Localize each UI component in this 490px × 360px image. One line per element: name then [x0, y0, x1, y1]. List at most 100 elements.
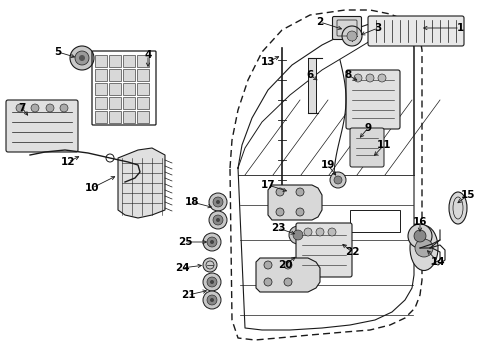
Circle shape: [210, 280, 214, 284]
Bar: [137, 55, 149, 67]
Circle shape: [16, 104, 24, 112]
Circle shape: [296, 208, 304, 216]
Bar: [109, 97, 121, 109]
Text: 12: 12: [61, 157, 75, 167]
Bar: [137, 111, 149, 123]
FancyBboxPatch shape: [368, 16, 464, 46]
Bar: [123, 97, 135, 109]
Circle shape: [209, 211, 227, 229]
Polygon shape: [268, 185, 322, 220]
Text: 4: 4: [145, 50, 152, 60]
Circle shape: [203, 233, 221, 251]
Text: 22: 22: [345, 247, 359, 257]
Text: 14: 14: [431, 257, 445, 267]
Circle shape: [75, 51, 89, 65]
Circle shape: [31, 104, 39, 112]
Bar: [350, 210, 400, 232]
Circle shape: [347, 31, 357, 41]
Text: 6: 6: [306, 70, 314, 80]
Bar: [137, 97, 149, 109]
Text: 7: 7: [18, 103, 25, 113]
Text: 16: 16: [413, 217, 427, 227]
Circle shape: [207, 295, 217, 305]
Circle shape: [213, 215, 223, 225]
Circle shape: [209, 193, 227, 211]
Circle shape: [284, 261, 292, 269]
Ellipse shape: [449, 192, 467, 224]
Text: 11: 11: [377, 140, 391, 150]
Bar: [137, 83, 149, 95]
Polygon shape: [256, 258, 320, 292]
Circle shape: [213, 197, 223, 207]
Circle shape: [415, 239, 433, 257]
Bar: [95, 111, 107, 123]
Bar: [123, 69, 135, 81]
Bar: [95, 69, 107, 81]
Circle shape: [354, 74, 362, 82]
Text: 15: 15: [461, 190, 475, 200]
Circle shape: [366, 74, 374, 82]
Text: 23: 23: [271, 223, 285, 233]
Bar: [123, 55, 135, 67]
Circle shape: [408, 224, 432, 248]
Ellipse shape: [410, 225, 438, 270]
Circle shape: [293, 230, 303, 240]
Circle shape: [342, 26, 362, 46]
Bar: [95, 97, 107, 109]
Circle shape: [378, 74, 386, 82]
Circle shape: [328, 228, 336, 236]
Circle shape: [264, 278, 272, 286]
FancyBboxPatch shape: [6, 100, 78, 152]
Circle shape: [289, 226, 307, 244]
Circle shape: [203, 291, 221, 309]
Circle shape: [316, 228, 324, 236]
Circle shape: [216, 200, 220, 204]
Text: 8: 8: [344, 70, 352, 80]
FancyBboxPatch shape: [296, 223, 352, 277]
FancyBboxPatch shape: [346, 70, 400, 129]
Text: 20: 20: [278, 260, 292, 270]
Circle shape: [330, 172, 346, 188]
Circle shape: [79, 55, 85, 61]
Bar: [109, 55, 121, 67]
Bar: [123, 83, 135, 95]
Text: 5: 5: [54, 47, 62, 57]
Circle shape: [70, 46, 94, 70]
Text: 19: 19: [321, 160, 335, 170]
Text: 9: 9: [365, 123, 371, 133]
Circle shape: [207, 277, 217, 287]
Bar: [109, 69, 121, 81]
Circle shape: [46, 104, 54, 112]
Polygon shape: [118, 148, 165, 218]
Text: 25: 25: [178, 237, 192, 247]
Bar: [137, 69, 149, 81]
Text: 3: 3: [374, 23, 382, 33]
Text: 2: 2: [317, 17, 323, 27]
Text: 10: 10: [85, 183, 99, 193]
Text: 17: 17: [261, 180, 275, 190]
Circle shape: [60, 104, 68, 112]
Text: 24: 24: [175, 263, 189, 273]
Circle shape: [210, 298, 214, 302]
Circle shape: [414, 230, 426, 242]
Circle shape: [203, 273, 221, 291]
Bar: [95, 55, 107, 67]
Circle shape: [284, 278, 292, 286]
Circle shape: [296, 188, 304, 196]
Circle shape: [216, 218, 220, 222]
Text: 18: 18: [185, 197, 199, 207]
Circle shape: [210, 240, 214, 244]
Circle shape: [276, 188, 284, 196]
Text: 13: 13: [261, 57, 275, 67]
Text: 1: 1: [456, 23, 464, 33]
Circle shape: [207, 237, 217, 247]
Circle shape: [203, 258, 217, 272]
Bar: [123, 111, 135, 123]
Bar: [109, 111, 121, 123]
Bar: [109, 83, 121, 95]
Text: 21: 21: [181, 290, 195, 300]
Circle shape: [334, 176, 342, 184]
Bar: [308, 58, 316, 113]
Circle shape: [264, 261, 272, 269]
FancyBboxPatch shape: [350, 128, 384, 167]
